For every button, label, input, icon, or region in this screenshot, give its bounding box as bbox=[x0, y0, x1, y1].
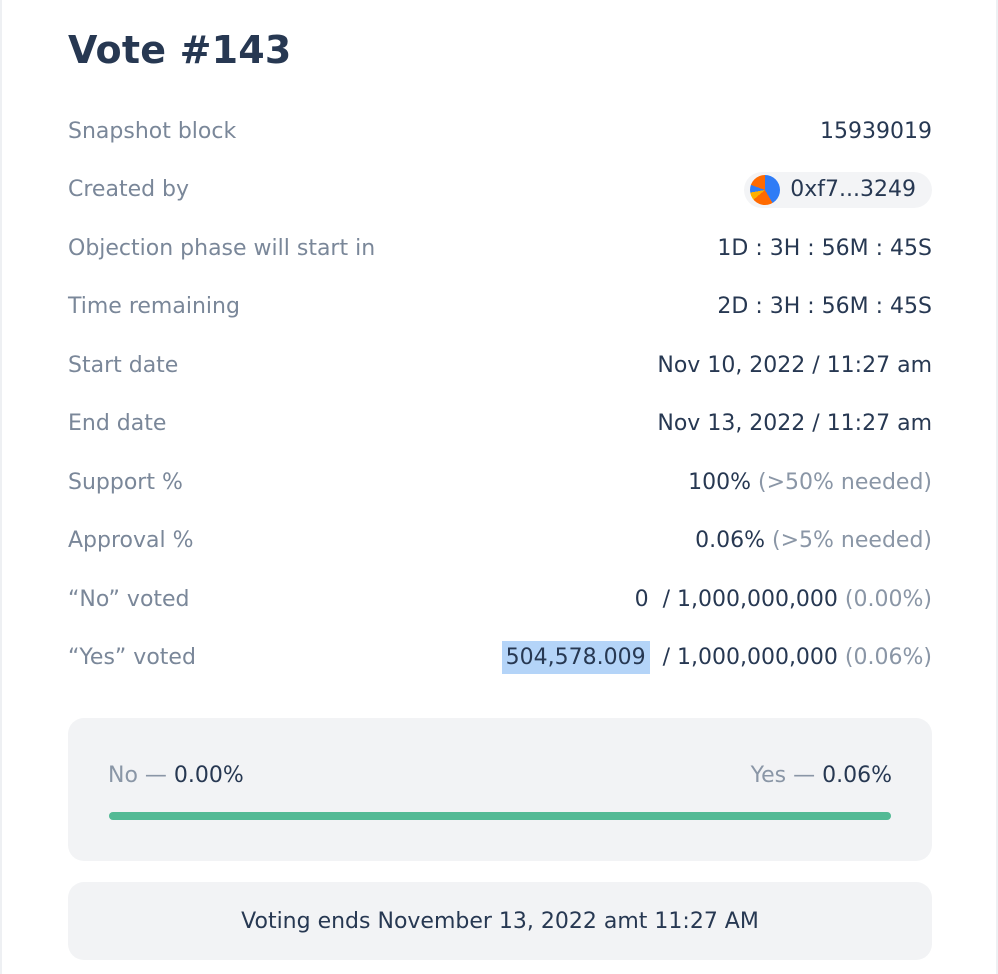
approval-value: 0.06% bbox=[695, 528, 766, 554]
yes-voted-amount: 504,578.009 bbox=[501, 641, 650, 675]
yes-voted-percent: (0.06%) bbox=[837, 645, 932, 671]
support-row: Support % 100% (>50% needed) bbox=[68, 453, 932, 512]
identicon-avatar-icon bbox=[750, 174, 781, 205]
snapshot-block-row: Snapshot block 15939019 bbox=[68, 102, 932, 161]
yes-result-value: 0.06% bbox=[822, 763, 892, 788]
approval-row: Approval % 0.06% (>5% needed) bbox=[68, 512, 932, 571]
support-label: Support % bbox=[68, 469, 183, 495]
time-remaining-row: Time remaining 2D : 3H : 56M : 45S bbox=[68, 278, 932, 337]
created-by-row: Created by 0xf7...3249 bbox=[68, 161, 932, 220]
end-date-value: Nov 13, 2022 / 11:27 am bbox=[657, 411, 932, 437]
no-result: No — 0.00% bbox=[108, 763, 244, 788]
objection-phase-countdown: 1D : 3H : 56M : 45S bbox=[717, 235, 932, 261]
creator-address-link[interactable]: 0xf7...3249 bbox=[744, 171, 932, 208]
page-title: Vote #143 bbox=[68, 28, 292, 72]
approval-value-group: 0.06% (>5% needed) bbox=[695, 528, 932, 553]
start-date-value: Nov 10, 2022 / 11:27 am bbox=[657, 352, 932, 378]
voting-ends-banner: Voting ends November 13, 2022 amt 11:27 … bbox=[68, 882, 932, 960]
no-voted-total: / 1,000,000,000 bbox=[655, 586, 838, 612]
no-voted-row: “No” voted 0 / 1,000,000,000 (0.00%) bbox=[68, 570, 932, 629]
yes-voted-row: “Yes” voted 504,578.009 / 1,000,000,000 … bbox=[68, 629, 932, 688]
approval-needed-note: (>5% needed) bbox=[765, 528, 932, 554]
creator-address: 0xf7...3249 bbox=[790, 177, 916, 203]
end-date-row: End date Nov 13, 2022 / 11:27 am bbox=[68, 395, 932, 454]
no-result-label: No — bbox=[108, 763, 174, 788]
yes-progress-fill bbox=[109, 812, 891, 820]
no-voted-label: “No” voted bbox=[68, 586, 190, 612]
no-voted-amount: 0 bbox=[634, 586, 656, 612]
no-voted-value-group: 0 / 1,000,000,000 (0.00%) bbox=[635, 587, 932, 612]
yes-result: Yes — 0.06% bbox=[751, 763, 892, 788]
support-needed-note: (>50% needed) bbox=[751, 469, 932, 495]
objection-phase-row: Objection phase will start in 1D : 3H : … bbox=[68, 219, 932, 278]
vote-results-panel: No — 0.00% Yes — 0.06% bbox=[68, 718, 932, 861]
snapshot-block-value: 15939019 bbox=[820, 118, 932, 144]
time-remaining-countdown: 2D : 3H : 56M : 45S bbox=[717, 294, 932, 320]
end-date-label: End date bbox=[68, 411, 167, 437]
created-by-label: Created by bbox=[68, 177, 190, 203]
yes-result-label: Yes — bbox=[750, 763, 823, 788]
no-result-value: 0.00% bbox=[173, 763, 244, 788]
results-progress-bar bbox=[109, 812, 891, 820]
snapshot-block-label: Snapshot block bbox=[68, 118, 237, 144]
yes-voted-label: “Yes” voted bbox=[68, 645, 196, 671]
time-remaining-label: Time remaining bbox=[68, 294, 240, 320]
objection-phase-label: Objection phase will start in bbox=[68, 235, 376, 261]
start-date-label: Start date bbox=[68, 352, 179, 378]
yes-voted-total: / 1,000,000,000 bbox=[655, 645, 838, 671]
no-voted-percent: (0.00%) bbox=[837, 586, 932, 612]
vote-details: Snapshot block 15939019 Created by 0xf7.… bbox=[68, 102, 932, 687]
start-date-row: Start date Nov 10, 2022 / 11:27 am bbox=[68, 336, 932, 395]
yes-voted-value-group: 504,578.009 / 1,000,000,000 (0.06%) bbox=[501, 641, 932, 675]
support-value: 100% bbox=[688, 469, 752, 495]
approval-label: Approval % bbox=[68, 528, 194, 554]
support-value-group: 100% (>50% needed) bbox=[688, 470, 932, 495]
